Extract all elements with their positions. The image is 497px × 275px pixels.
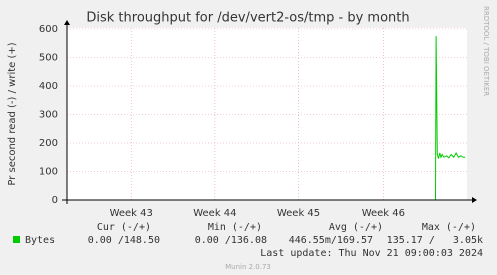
y-tick-label: 200 <box>39 138 58 149</box>
y-tick-label: 300 <box>39 110 58 121</box>
legend-value: 0.00 /148.50 <box>88 235 160 246</box>
legend-swatch <box>13 236 20 243</box>
series-line <box>434 36 466 201</box>
legend-value: 446.55m/169.57 <box>289 235 373 246</box>
plot-area <box>67 28 467 200</box>
x-tick-label: Week 46 <box>362 208 405 219</box>
x-tick-label: Week 44 <box>193 208 236 219</box>
last-update: Last update: Thu Nov 21 09:00:03 2024 <box>260 248 483 259</box>
legend-header: Min (-/+) <box>208 222 262 233</box>
y-axis-label: Pr second read (-) / write (+) <box>7 42 18 185</box>
y-tick-label: 500 <box>39 53 58 64</box>
footer: Munin 2.0.73 <box>225 263 271 271</box>
y-arrow <box>64 20 70 25</box>
x-tick-label: Week 43 <box>110 208 153 219</box>
y-tick-label: 100 <box>39 167 58 178</box>
legend-header: Cur (-/+) <box>97 222 151 233</box>
legend-entry: Bytes <box>25 235 55 246</box>
legend-header: Avg (-/+) <box>329 222 383 233</box>
chart-title: Disk throughput for /dev/vert2-os/tmp - … <box>86 11 409 26</box>
y-tick-label: 0 <box>52 195 58 206</box>
y-tick-label: 600 <box>39 24 58 35</box>
legend-header: Max (-/+) <box>422 222 476 233</box>
legend-value: 0.00 /136.08 <box>195 235 267 246</box>
legend-value: 135.17 / 3.05k <box>387 235 483 246</box>
x-tick-label: Week 45 <box>277 208 320 219</box>
side-text: RRDTOOL / TOBI OETIKER <box>482 6 490 96</box>
x-arrow <box>472 197 477 203</box>
y-tick-label: 400 <box>39 81 58 92</box>
